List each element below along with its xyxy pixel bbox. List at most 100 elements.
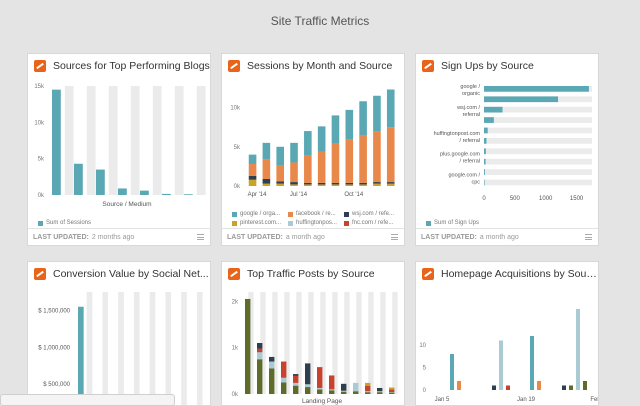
stacked-bar-segment bbox=[304, 184, 312, 186]
stacked-bar-segment bbox=[359, 101, 367, 136]
stacked-bar-segment bbox=[290, 184, 298, 186]
stacked-bar-segment bbox=[329, 390, 335, 394]
stacked-bar-segment bbox=[331, 182, 340, 185]
data-bar bbox=[484, 179, 485, 186]
stacked-bar-segment bbox=[257, 343, 263, 349]
x-tick-label: 1500 bbox=[570, 196, 584, 202]
stacked-bar-segment bbox=[365, 385, 371, 392]
card-homepage-acquisitions[interactable]: Homepage Acquisitions by Source 0 5 10 Jan … bbox=[415, 261, 599, 406]
stacked-bar-segment bbox=[389, 387, 395, 390]
y-tick-label: 0 bbox=[423, 388, 427, 394]
stacked-bar-segment bbox=[305, 387, 311, 394]
y-category-label: referral bbox=[463, 112, 480, 118]
y-tick-label: $ 1,000,000 bbox=[38, 345, 70, 351]
stacked-bar-segment bbox=[269, 361, 275, 369]
card-header: Sign Ups by Source bbox=[416, 54, 598, 78]
stacked-bar-segment bbox=[248, 164, 257, 176]
card-header: Conversion Value by Social Net... bbox=[28, 262, 210, 286]
stacked-bar-segment bbox=[248, 154, 257, 165]
card-sessions-by-month[interactable]: Sessions by Month and Source 0k 5k 10k Apr … bbox=[221, 53, 405, 246]
card-header: Top Traffic Posts by Source bbox=[222, 262, 404, 286]
conversion-bar-chart: $ 500,000 $ 1,000,000 $ 1,500,000 bbox=[38, 292, 203, 405]
chart-legend: Sum of Sessions bbox=[38, 220, 208, 229]
menu-icon[interactable] bbox=[197, 234, 204, 240]
card-conversion-value[interactable]: Conversion Value by Social Net... $ 500,… bbox=[27, 261, 211, 406]
bar-background bbox=[484, 106, 592, 113]
menu-icon[interactable] bbox=[585, 234, 592, 240]
x-axis-label: Landing Page bbox=[302, 398, 343, 405]
stacked-bar-segment bbox=[365, 391, 371, 393]
data-bar bbox=[484, 127, 488, 134]
bar-background bbox=[174, 86, 184, 195]
bar-background bbox=[165, 292, 172, 405]
stacked-bar-segment bbox=[317, 184, 326, 186]
data-bar bbox=[118, 188, 127, 195]
menu-icon[interactable] bbox=[391, 234, 398, 240]
x-tick-label: Jan 5 bbox=[435, 397, 450, 403]
stacked-bar-segment bbox=[262, 142, 271, 160]
legend-swatch bbox=[232, 211, 237, 217]
data-bar bbox=[484, 148, 486, 155]
bar-background bbox=[86, 86, 96, 195]
stacked-bar-segment bbox=[353, 382, 359, 392]
data-bar bbox=[140, 190, 149, 195]
bar-background bbox=[272, 292, 278, 394]
bar-background bbox=[484, 179, 592, 186]
data-bar bbox=[484, 158, 486, 165]
x-tick-label: Apr '14 bbox=[248, 192, 267, 198]
chart-legend: google / orga... facebook / re... wsj.com … bbox=[232, 211, 404, 229]
card-signups-by-source[interactable]: Sign Ups by Source google / organic wsj.co… bbox=[415, 53, 599, 246]
y-category-label: plus.google.com bbox=[440, 152, 480, 158]
stacked-bar-segment bbox=[365, 392, 371, 394]
stacked-bar-segment bbox=[305, 384, 311, 388]
card-header: Sessions by Month and Source bbox=[222, 54, 404, 78]
page-title: Site Traffic Metrics bbox=[270, 14, 370, 28]
bar-background bbox=[196, 86, 206, 195]
y-category-label: organic bbox=[462, 91, 480, 97]
card-top-blogs-sources[interactable]: Sources for Top Performing Blogs 0k 5k 10k… bbox=[27, 53, 211, 246]
stacked-bar-segment bbox=[329, 389, 335, 391]
horizontal-scrollbar[interactable] bbox=[0, 394, 175, 406]
legend-swatch bbox=[426, 220, 431, 226]
stacked-bar-segment bbox=[248, 175, 257, 180]
legend-swatch bbox=[344, 220, 349, 226]
x-tick-label: Oct '14 bbox=[344, 192, 363, 198]
card-title: Homepage Acquisitions by Source bbox=[441, 268, 598, 280]
stacked-bar-segment bbox=[293, 382, 299, 386]
stacked-bar-segment bbox=[262, 178, 271, 184]
stacked-bar-segment bbox=[345, 109, 354, 140]
stacked-bar-segment bbox=[373, 131, 381, 183]
y-category-label: google / bbox=[460, 84, 480, 90]
legend-label: fnc.com / refe... bbox=[352, 220, 394, 226]
data-bar bbox=[562, 385, 566, 390]
legend-item: pinterest.com... bbox=[232, 220, 284, 226]
stacked-bar-segment bbox=[257, 348, 263, 353]
last-updated-value: a month ago bbox=[479, 233, 519, 241]
bar-background bbox=[64, 86, 74, 195]
stacked-bar-segment bbox=[293, 374, 299, 376]
card-top-traffic-posts[interactable]: Top Traffic Posts by Source 0k 1k 2k Landin… bbox=[221, 261, 405, 406]
data-bar bbox=[537, 381, 541, 390]
stacked-bar-segment bbox=[276, 183, 284, 186]
stacked-bar-segment bbox=[341, 383, 347, 391]
stacked-bar-segment bbox=[305, 363, 311, 385]
data-bar bbox=[499, 340, 503, 390]
stacked-bar-segment bbox=[359, 135, 367, 183]
y-category-label: huffingtonpost.com bbox=[434, 131, 481, 137]
data-bar bbox=[484, 86, 589, 92]
last-updated-label: LAST UPDATED: bbox=[33, 233, 89, 241]
bar-background bbox=[181, 292, 187, 405]
bar-background bbox=[344, 292, 350, 394]
bar-background bbox=[108, 86, 118, 195]
bar-background bbox=[380, 292, 386, 394]
stacked-bar-segment bbox=[386, 89, 395, 128]
bar-background bbox=[260, 292, 266, 394]
bar-background bbox=[332, 292, 338, 394]
data-bar bbox=[569, 385, 573, 390]
signups-hbar-chart: google /organic wsj.com /referral huffingt… bbox=[434, 84, 592, 202]
stacked-bar-segment bbox=[317, 389, 323, 394]
card-footer: LAST UPDATED: 2 months ago bbox=[28, 228, 210, 245]
data-bar bbox=[52, 89, 61, 195]
stacked-bar-segment bbox=[317, 126, 326, 152]
stacked-bar-segment bbox=[341, 391, 347, 394]
